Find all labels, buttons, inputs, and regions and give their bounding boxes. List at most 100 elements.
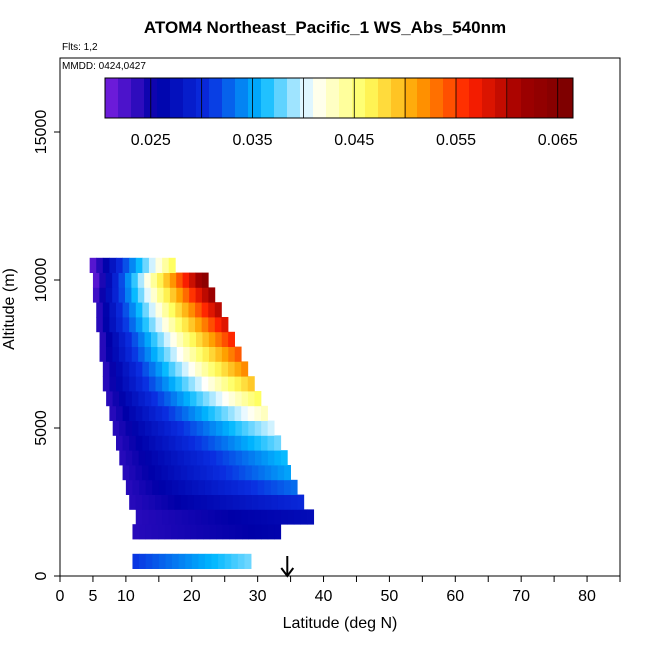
heatmap-cell: [201, 302, 209, 318]
heatmap-cell: [148, 494, 156, 510]
heatmap-cell: [155, 257, 163, 273]
x-tick-label: 60: [446, 588, 464, 605]
heatmap-cell: [203, 420, 210, 436]
y-tick-label: 0: [33, 571, 50, 580]
heatmap-cell: [241, 435, 249, 451]
heatmap-cell: [182, 287, 190, 303]
heatmap-cell: [293, 509, 301, 525]
heatmap-cell: [158, 524, 166, 540]
heatmap-cell: [221, 405, 229, 421]
heatmap-cell: [137, 287, 145, 303]
flights-note: Flts: 1,2: [62, 42, 98, 53]
colorbar-swatch: [118, 78, 132, 118]
heatmap-cell: [139, 553, 147, 569]
heatmap-cell: [235, 391, 242, 407]
heatmap-cell: [138, 391, 146, 407]
colorbar-swatch: [222, 78, 236, 118]
heatmap-cell: [155, 302, 163, 318]
heatmap-cell: [135, 494, 143, 510]
heatmap-cell: [132, 553, 140, 569]
heatmap-cell: [198, 479, 206, 495]
colorbar-swatch: [560, 78, 574, 118]
heatmap-cell: [201, 361, 209, 377]
heatmap-cell: [189, 331, 197, 347]
heatmap-cell: [141, 465, 149, 481]
heatmap-cell: [228, 391, 236, 407]
colorbar-swatch: [547, 78, 561, 118]
heatmap-cell: [161, 465, 169, 481]
heatmap-cell: [196, 346, 203, 362]
heatmap-cell: [112, 272, 119, 288]
heatmap-cell: [218, 553, 226, 569]
heatmap-cell: [106, 391, 113, 407]
heatmap-cell: [105, 287, 113, 303]
heatmap-cell: [221, 346, 229, 362]
heatmap-cell: [96, 317, 104, 333]
heatmap-cell: [148, 435, 156, 451]
heatmap-cell: [185, 553, 193, 569]
heatmap-cell: [162, 302, 170, 318]
heatmap-cell: [234, 435, 242, 451]
heatmap-cell: [274, 450, 282, 466]
heatmap-cell: [158, 553, 166, 569]
heatmap-cell: [245, 465, 253, 481]
heatmap-cell: [135, 361, 143, 377]
heatmap-cell: [183, 450, 191, 466]
heatmap-cell: [264, 465, 272, 481]
heatmap-cell: [201, 376, 209, 392]
heatmap-cell: [191, 479, 199, 495]
heatmap-cell: [196, 450, 204, 466]
heatmap-cell: [168, 257, 176, 273]
heatmap-cell: [200, 494, 208, 510]
colorbar-swatch: [183, 78, 197, 118]
heatmap-cell: [109, 302, 117, 318]
heatmap-cell: [142, 302, 150, 318]
heatmap-cell: [116, 257, 123, 273]
colorbar-swatch: [495, 78, 509, 118]
heatmap-cell: [145, 479, 153, 495]
heatmap-cell: [239, 494, 246, 510]
heatmap-cell: [271, 494, 279, 510]
colorbar-tick-label: 0.035: [232, 132, 272, 149]
heatmap-cell: [185, 479, 193, 495]
heatmap-cell: [181, 317, 189, 333]
heatmap-cell: [155, 509, 163, 525]
heatmap-cell: [102, 317, 110, 333]
heatmap-cell: [119, 450, 127, 466]
heatmap-cell: [168, 317, 176, 333]
heatmap-cell: [201, 317, 209, 333]
heatmap-cell: [112, 391, 120, 407]
heatmap-cell: [241, 509, 249, 525]
heatmap-cell: [156, 272, 164, 288]
heatmap-cell: [254, 450, 262, 466]
heatmap-cell: [125, 331, 133, 347]
heatmap-cell: [167, 494, 175, 510]
heatmap-cell: [222, 524, 230, 540]
heatmap-cell: [129, 257, 137, 273]
heatmap-cell: [277, 465, 285, 481]
heatmap-cell: [221, 361, 229, 377]
heatmap-cell: [144, 287, 152, 303]
heatmap-cell: [144, 272, 151, 288]
heatmap-cell: [135, 302, 143, 318]
colorbar-swatch: [105, 78, 119, 118]
heatmap-cell: [172, 553, 179, 569]
heatmap-cell: [151, 420, 159, 436]
heatmap-cell: [116, 405, 123, 421]
heatmap-cell: [157, 287, 164, 303]
heatmap-cell: [116, 302, 123, 318]
heatmap-cell: [168, 361, 176, 377]
heatmap-cell: [176, 287, 184, 303]
heatmap-cell: [142, 509, 150, 525]
heatmap-cell: [277, 479, 285, 495]
heatmap-cell: [175, 376, 183, 392]
heatmap-cell: [102, 302, 110, 318]
heatmap-cell: [190, 524, 198, 540]
heatmap-cell: [195, 287, 203, 303]
heatmap-cell: [187, 465, 195, 481]
heatmap-cell: [213, 494, 221, 510]
heatmap-cell: [234, 376, 242, 392]
heatmap-cell: [229, 524, 236, 540]
heatmap-cell: [129, 317, 137, 333]
heatmap-cell: [172, 479, 179, 495]
